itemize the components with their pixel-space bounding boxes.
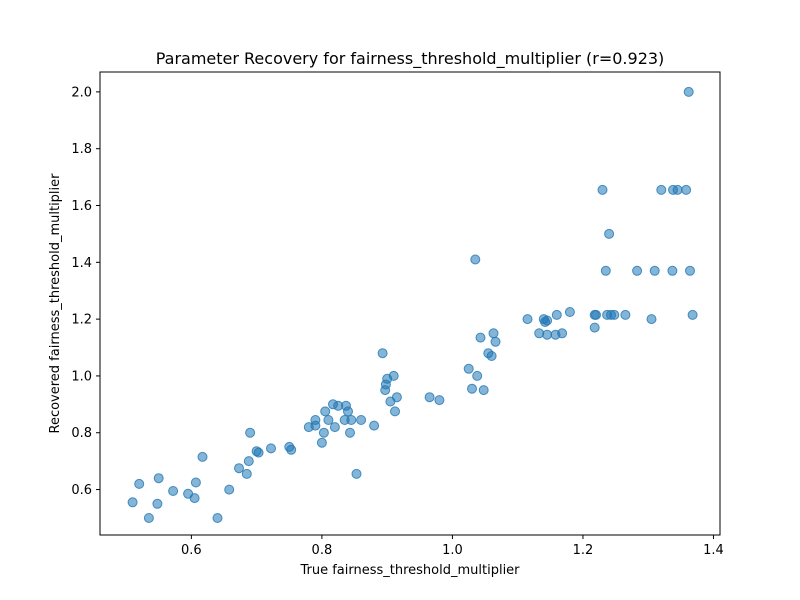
data-point-15 xyxy=(245,427,256,438)
data-point-14 xyxy=(243,456,254,467)
y-axis-ticks: 0.6 0.8 1.0 1.2 1.4 1.6 1.8 2.0 xyxy=(71,85,100,498)
data-point-33 xyxy=(343,406,353,417)
data-point-63 xyxy=(542,329,553,340)
data-point-75 xyxy=(604,228,615,239)
data-point-81 xyxy=(649,265,660,276)
data-point-52 xyxy=(472,370,483,381)
data-point-5 xyxy=(168,486,179,496)
data-point-59 xyxy=(522,314,533,325)
data-point-1 xyxy=(134,478,145,489)
data-point-57 xyxy=(488,328,499,339)
data-point-53 xyxy=(475,332,486,343)
data-point-23 xyxy=(310,420,321,431)
data-point-67 xyxy=(557,328,568,339)
data-point-86 xyxy=(681,184,692,195)
plot-area-frame xyxy=(99,71,721,536)
data-point-71 xyxy=(591,309,601,320)
data-point-73 xyxy=(600,265,611,276)
y-tick-label: 1.6 xyxy=(71,199,92,214)
y-tick-label: 1.0 xyxy=(71,369,92,384)
data-point-45 xyxy=(390,406,400,417)
data-point-36 xyxy=(351,468,362,479)
data-point-69 xyxy=(589,322,600,333)
data-point-37 xyxy=(356,415,367,425)
y-tick-label: 0.6 xyxy=(71,483,92,498)
y-tick-label: 2.0 xyxy=(71,85,92,100)
data-point-2 xyxy=(143,513,154,523)
data-point-10 xyxy=(212,513,223,523)
y-axis-label: Recovered fairness_threshold_multiplier xyxy=(48,173,63,434)
data-point-64 xyxy=(542,315,553,326)
data-point-77 xyxy=(609,309,620,320)
x-tick-label: 1.4 xyxy=(703,543,724,558)
data-point-39 xyxy=(377,348,388,359)
data-point-82 xyxy=(656,184,667,195)
data-point-38 xyxy=(369,420,380,431)
x-tick-label: 0.8 xyxy=(312,543,333,558)
y-tick-label: 1.2 xyxy=(71,313,92,328)
data-point-24 xyxy=(316,437,327,448)
data-point-25 xyxy=(318,427,329,438)
data-point-0 xyxy=(127,497,138,508)
data-point-66 xyxy=(551,309,562,320)
x-tick-label: 1.0 xyxy=(442,543,463,558)
data-point-3 xyxy=(152,498,163,509)
data-point-17 xyxy=(253,447,264,458)
data-point-26 xyxy=(320,406,331,417)
data-point-51 xyxy=(470,254,481,265)
data-point-50 xyxy=(467,383,477,394)
x-tick-label: 1.2 xyxy=(573,543,594,558)
chart-title: Parameter Recovery for fairness_threshol… xyxy=(156,49,665,69)
data-point-79 xyxy=(632,265,643,276)
data-point-20 xyxy=(286,444,297,455)
data-point-72 xyxy=(597,184,608,195)
data-point-47 xyxy=(424,392,435,403)
x-tick-label: 0.6 xyxy=(181,543,202,558)
data-point-7 xyxy=(189,493,200,504)
y-tick-label: 1.4 xyxy=(71,256,92,271)
data-point-35 xyxy=(346,415,357,425)
data-point-87 xyxy=(683,86,694,97)
data-point-49 xyxy=(463,363,474,374)
data-point-68 xyxy=(564,307,575,317)
data-point-85 xyxy=(672,184,683,195)
data-point-8 xyxy=(190,477,201,488)
data-point-58 xyxy=(490,336,501,347)
data-point-89 xyxy=(687,309,698,320)
data-point-4 xyxy=(153,473,164,484)
data-point-56 xyxy=(486,351,497,361)
data-point-27 xyxy=(323,415,334,425)
data-point-9 xyxy=(197,451,208,462)
data-point-44 xyxy=(388,370,399,381)
x-axis-label: True fairness_threshold_multiplier xyxy=(299,563,520,578)
data-point-46 xyxy=(391,392,402,403)
y-tick-label: 0.8 xyxy=(71,426,92,441)
data-point-18 xyxy=(266,443,276,454)
data-point-83 xyxy=(667,265,678,276)
data-point-54 xyxy=(478,385,489,396)
data-point-13 xyxy=(241,468,252,479)
data-points xyxy=(127,86,698,523)
data-point-48 xyxy=(434,395,445,406)
y-tick-label: 1.8 xyxy=(71,142,92,157)
data-point-29 xyxy=(329,422,340,433)
data-point-78 xyxy=(620,309,631,320)
data-point-11 xyxy=(224,484,235,495)
data-point-34 xyxy=(345,427,355,438)
data-point-80 xyxy=(646,314,657,325)
data-point-88 xyxy=(685,265,695,276)
x-axis-ticks: 0.6 0.8 1.0 1.2 1.4 xyxy=(181,535,724,558)
data-point-12 xyxy=(234,463,244,474)
